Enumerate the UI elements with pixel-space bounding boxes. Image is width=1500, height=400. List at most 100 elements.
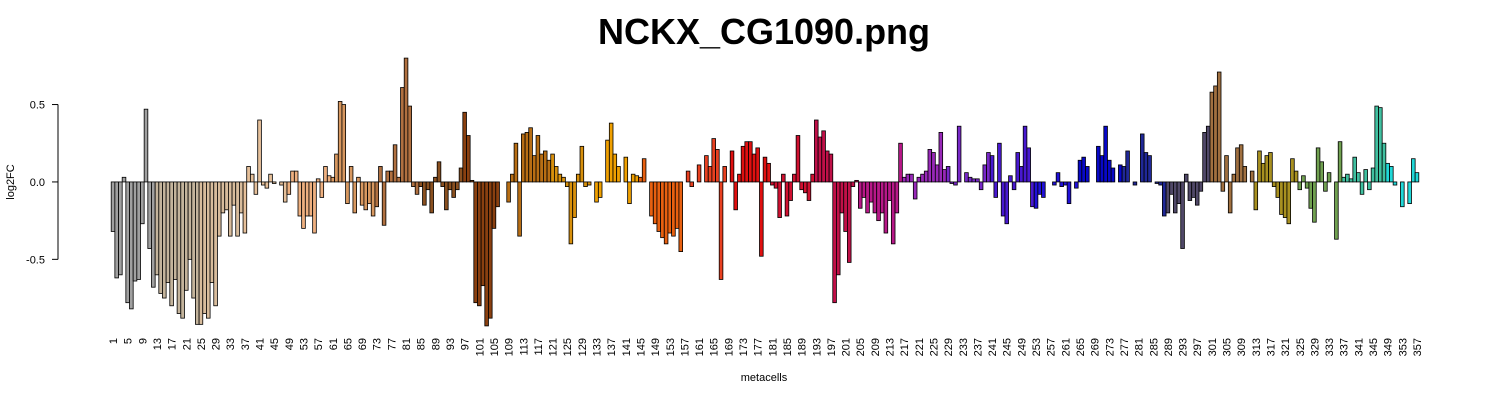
bar [989,155,995,183]
bar [381,181,387,226]
bar [843,181,848,232]
bar [890,181,896,245]
bar [722,166,727,183]
bar [759,181,764,257]
bar [228,181,233,237]
bar [1411,158,1416,183]
bar [1191,181,1196,198]
bar [1140,133,1145,183]
bar [553,166,559,183]
bar [429,181,434,214]
bar [671,181,676,237]
bar [825,150,830,183]
bar [605,139,610,183]
x-tick-label: 317 [1265,338,1277,356]
x-tick-label: 329 [1309,338,1321,356]
bar [370,181,376,217]
bar [978,181,984,191]
bar [1187,181,1193,201]
bar [535,135,541,183]
bar [1033,181,1039,209]
bar [1348,178,1354,183]
bar [836,181,841,276]
bar [209,181,215,283]
x-tick-label: 253 [1031,338,1043,356]
bar [1242,166,1248,183]
x-tick-label: 17 [167,338,179,350]
bar [290,170,295,183]
bar [517,181,522,237]
bar [162,181,167,299]
bar [1041,181,1046,198]
bar [422,181,427,206]
x-tick-label: 21 [181,338,193,350]
x-tick-label: 29 [211,338,223,350]
bar [458,167,464,183]
x-tick-label: 149 [650,338,662,356]
x-tick-label: 81 [401,338,413,350]
bar [1220,181,1226,192]
bar [143,108,149,183]
x-tick-label: 265 [1075,338,1087,356]
bar [744,141,749,183]
bar [1275,181,1281,198]
bar [480,181,486,287]
x-tick-label: 337 [1339,338,1351,356]
bar [656,181,662,232]
bar [630,173,636,183]
bar [663,181,669,245]
x-tick-label: 37 [240,338,252,350]
bar [986,152,991,183]
bar [191,181,196,299]
bar [1414,172,1420,183]
x-tick-label: 289 [1163,338,1175,356]
x-tick-label: 249 [1016,338,1028,356]
bar [634,175,640,183]
x-tick-label: 301 [1207,338,1219,356]
x-tick-label: 57 [313,338,325,350]
x-tick-label: 145 [635,338,647,356]
x-tick-label: 193 [811,338,823,356]
bar [748,141,753,183]
bar [916,176,922,183]
bar [561,176,566,183]
bar [923,170,929,183]
bar [407,105,412,183]
bar [1198,181,1204,192]
bar [1389,166,1394,183]
bar [1202,132,1207,183]
bar [1337,141,1343,183]
bar [323,166,328,183]
bar [1308,181,1313,209]
bar [861,181,867,198]
bar [1096,145,1101,183]
x-tick-label: 309 [1236,338,1248,356]
bar [231,181,237,206]
x-tick-label: 201 [841,338,853,356]
x-tick-label: 5 [123,338,135,344]
bar [414,181,420,195]
x-tick-label: 73 [372,338,384,350]
bar [528,127,533,183]
bar [737,173,742,183]
x-tick-label: 165 [709,338,721,356]
bar [110,181,116,232]
bar [1162,181,1167,217]
x-tick-label: 97 [460,338,472,350]
bar [638,176,643,183]
bar [513,142,519,183]
bar [253,181,259,195]
bar [1392,181,1398,186]
bar [1183,173,1189,183]
bar [920,173,925,183]
bar [766,162,771,183]
x-tick-label: 213 [885,338,897,356]
bar [455,181,460,191]
bar [114,181,119,279]
x-tick-label: 177 [753,338,765,356]
bar [740,145,746,183]
bar [484,181,489,327]
x-tick-label: 77 [386,338,398,350]
bar [1334,181,1339,240]
x-tick-label: 49 [284,338,296,350]
